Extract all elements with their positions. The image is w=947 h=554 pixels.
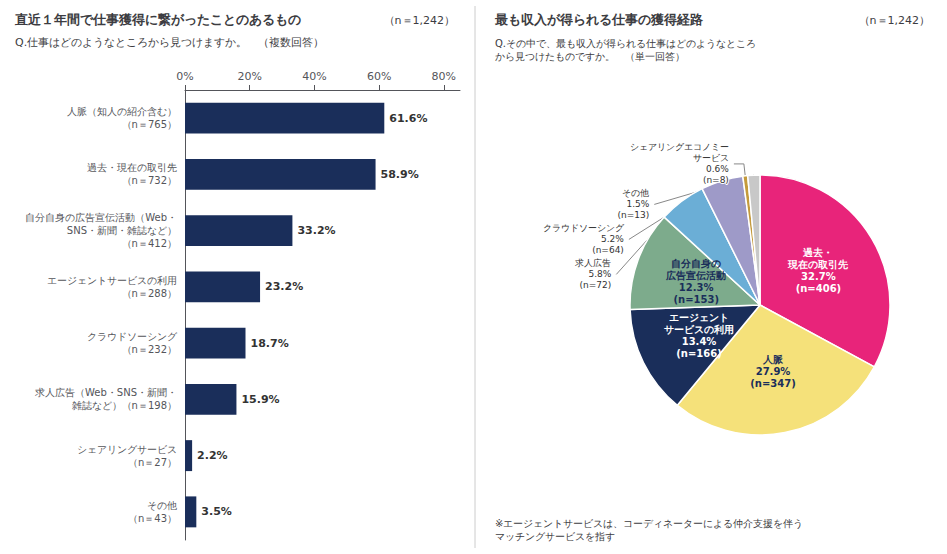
- svg-text:32.7%: 32.7%: [801, 271, 836, 282]
- svg-text:過去・: 過去・: [802, 247, 833, 258]
- svg-text:13.4%: 13.4%: [682, 336, 717, 347]
- svg-text:シェアリングエコノミー: シェアリングエコノミー: [630, 142, 729, 152]
- svg-text:Q.仕事はどのようなところから見つけますか。 （複数回答）: Q.仕事はどのようなところから見つけますか。 （複数回答）: [15, 36, 324, 49]
- svg-text:（n＝765）: （n＝765）: [122, 119, 177, 130]
- svg-text:広告宣伝活動: 広告宣伝活動: [665, 270, 726, 281]
- svg-text:（n＝27）: （n＝27）: [128, 457, 177, 468]
- svg-text:18.7%: 18.7%: [251, 337, 289, 350]
- svg-text:Q.その中で、最も収入が得られる仕事はどのようなところ: Q.その中で、最も収入が得られる仕事はどのようなところ: [495, 38, 756, 49]
- svg-text:（n＝288）: （n＝288）: [122, 288, 177, 299]
- svg-text:求人広告: 求人広告: [575, 258, 611, 268]
- svg-text:(n=153): (n=153): [673, 294, 719, 305]
- svg-text:（n＝412）: （n＝412）: [122, 238, 177, 249]
- svg-text:クラウドソーシング: クラウドソーシング: [87, 331, 178, 342]
- svg-text:サービスの利用: サービスの利用: [664, 324, 734, 335]
- svg-text:27.9%: 27.9%: [756, 366, 791, 377]
- svg-text:(n=13): (n=13): [618, 210, 650, 220]
- svg-text:60%: 60%: [367, 70, 391, 83]
- svg-text:（n＝732）: （n＝732）: [122, 175, 177, 186]
- svg-text:過去・現在の取引先: 過去・現在の取引先: [87, 162, 177, 173]
- svg-text:3.5%: 3.5%: [201, 505, 232, 518]
- svg-text:40%: 40%: [302, 70, 326, 83]
- svg-text:0.6%: 0.6%: [706, 164, 729, 174]
- svg-text:(n=72): (n=72): [580, 280, 612, 290]
- svg-text:5.2%: 5.2%: [601, 234, 624, 244]
- svg-text:から見つけたものですか。 （単一回答）: から見つけたものですか。 （単一回答）: [495, 51, 685, 62]
- svg-text:エージェントサービスの利用: エージェントサービスの利用: [47, 275, 177, 286]
- svg-text:(n=64): (n=64): [592, 245, 624, 255]
- svg-text:自分自身の: 自分自身の: [671, 258, 721, 269]
- svg-text:自分自身の広告宣伝活動（Web・: 自分自身の広告宣伝活動（Web・: [25, 212, 177, 223]
- svg-text:58.9%: 58.9%: [381, 168, 419, 181]
- svg-text:人脈（知人の紹介含む）: 人脈（知人の紹介含む）: [67, 106, 177, 117]
- svg-text:5.8%: 5.8%: [588, 269, 611, 279]
- svg-text:最も収入が得られる仕事の獲得経路: 最も収入が得られる仕事の獲得経路: [494, 12, 703, 27]
- svg-text:80%: 80%: [432, 70, 456, 83]
- svg-text:サービス: サービス: [693, 153, 729, 163]
- svg-text:（n＝1,242）: （n＝1,242）: [859, 14, 930, 27]
- svg-text:20%: 20%: [237, 70, 261, 83]
- svg-text:雑誌など）（n＝198）: 雑誌など）（n＝198）: [72, 400, 177, 411]
- svg-text:(n=8): (n=8): [703, 175, 729, 185]
- svg-text:（n＝43）: （n＝43）: [128, 513, 177, 524]
- svg-text:(n=347): (n=347): [750, 378, 796, 389]
- svg-text:シェアリングサービス: シェアリングサービス: [77, 444, 177, 455]
- svg-text:※エージェントサービスは、コーディネーターによる仲介支援を伴: ※エージェントサービスは、コーディネーターによる仲介支援を伴う: [495, 518, 803, 529]
- svg-text:2.2%: 2.2%: [197, 449, 228, 462]
- svg-text:現在の取引先: 現在の取引先: [787, 259, 848, 270]
- svg-text:その他: その他: [147, 500, 177, 511]
- svg-text:クラウドソーシング: クラウドソーシング: [543, 223, 625, 233]
- svg-text:1.5%: 1.5%: [626, 199, 649, 209]
- svg-text:23.2%: 23.2%: [265, 280, 303, 293]
- svg-text:（n＝1,242）: （n＝1,242）: [384, 14, 455, 27]
- svg-text:エージェント: エージェント: [669, 312, 729, 323]
- svg-text:SNS・新聞・雑誌など）: SNS・新聞・雑誌など）: [67, 225, 177, 236]
- svg-text:0%: 0%: [176, 70, 193, 83]
- svg-text:人脈: 人脈: [762, 354, 784, 365]
- svg-text:15.9%: 15.9%: [241, 393, 279, 406]
- svg-text:12.3%: 12.3%: [679, 282, 714, 293]
- svg-text:（n＝232）: （n＝232）: [122, 344, 177, 355]
- svg-text:その他: その他: [622, 188, 649, 198]
- svg-text:33.2%: 33.2%: [297, 224, 335, 237]
- svg-text:(n=406): (n=406): [796, 283, 842, 294]
- svg-text:求人広告（Web・SNS・新聞・: 求人広告（Web・SNS・新聞・: [35, 387, 177, 398]
- svg-text:直近１年間で仕事獲得に繋がったことのあるもの: 直近１年間で仕事獲得に繋がったことのあるもの: [14, 12, 301, 27]
- svg-text:(n=166): (n=166): [676, 348, 722, 359]
- svg-text:マッチングサービスを指す: マッチングサービスを指す: [495, 531, 615, 542]
- svg-text:61.6%: 61.6%: [389, 112, 427, 125]
